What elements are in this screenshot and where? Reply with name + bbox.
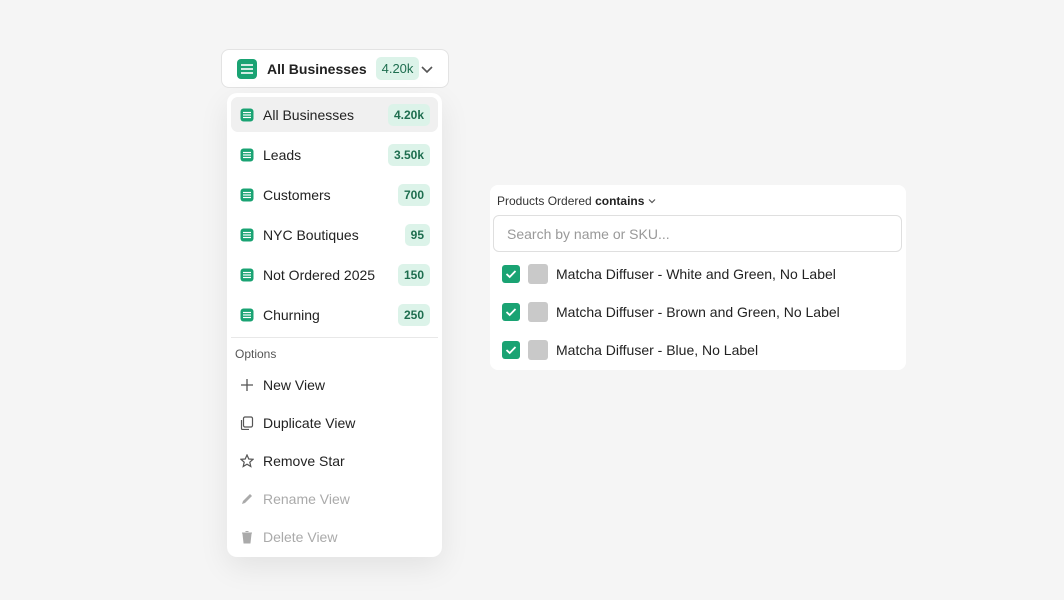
view-name: NYC Boutiques xyxy=(263,226,359,243)
product-item[interactable]: Matcha Diffuser - Blue, No Label xyxy=(502,339,758,361)
filter-operator: contains xyxy=(595,194,645,208)
separator xyxy=(231,337,438,338)
view-item[interactable]: Churning 250 xyxy=(231,297,438,332)
option-label: New View xyxy=(263,376,325,393)
product-label: Matcha Diffuser - Blue, No Label xyxy=(556,342,759,358)
table-icon xyxy=(240,148,254,161)
view-name: Churning xyxy=(263,306,320,323)
view-item[interactable]: All Businesses 4.20k xyxy=(231,97,438,132)
option-label: Delete View xyxy=(263,528,338,545)
product-thumbnail xyxy=(528,302,548,322)
view-name: Leads xyxy=(263,146,302,163)
checkbox[interactable] xyxy=(502,303,520,321)
options-heading: Options xyxy=(235,347,277,361)
product-thumbnail xyxy=(528,340,548,360)
view-item[interactable]: NYC Boutiques 95 xyxy=(231,217,438,252)
filter-field: Products Ordered xyxy=(497,194,592,208)
chevron xyxy=(421,66,433,74)
option-item[interactable]: New View xyxy=(231,367,438,402)
view-selector[interactable]: All Businesses 4.20k xyxy=(221,49,449,88)
table-icon xyxy=(240,228,254,241)
product-label: Matcha Diffuser - White and Green, No La… xyxy=(556,266,836,282)
table-icon xyxy=(240,188,254,201)
selector-count: 4.20k xyxy=(375,57,420,80)
table-icon xyxy=(240,308,254,321)
product-item[interactable]: Matcha Diffuser - White and Green, No La… xyxy=(502,263,836,285)
filter-panel: Products Ordered contains Search by name… xyxy=(490,185,906,370)
view-item[interactable]: Not Ordered 2025 150 xyxy=(231,257,438,292)
option-icon xyxy=(240,453,254,468)
view-count: 3.50k xyxy=(387,143,430,166)
view-name: All Businesses xyxy=(263,106,355,123)
option-label: Rename View xyxy=(263,490,350,507)
table-icon xyxy=(237,58,257,79)
option-item: Rename View xyxy=(231,481,438,516)
table-icon xyxy=(240,268,254,281)
view-count: 4.20k xyxy=(387,103,430,126)
view-count: 95 xyxy=(404,223,430,246)
view-name: Customers xyxy=(263,186,331,203)
option-item[interactable]: Duplicate View xyxy=(231,405,438,440)
product-item[interactable]: Matcha Diffuser - Brown and Green, No La… xyxy=(502,301,840,323)
option-label: Remove Star xyxy=(263,452,345,469)
option-icon xyxy=(240,415,254,430)
view-menu: Options All Businesses 4.20k Leads 3.50k Cus… xyxy=(227,93,442,557)
option-icon xyxy=(242,530,252,543)
option-icon xyxy=(242,493,252,504)
selector-label: All Businesses xyxy=(267,60,367,77)
view-count: 150 xyxy=(397,263,430,286)
option-item: Delete View xyxy=(231,519,438,554)
view-name: Not Ordered 2025 xyxy=(263,266,376,283)
view-item[interactable]: Customers 700 xyxy=(231,177,438,212)
option-label: Duplicate View xyxy=(263,414,356,431)
option-item[interactable]: Remove Star xyxy=(231,443,438,478)
product-thumbnail xyxy=(528,264,548,284)
view-item[interactable]: Leads 3.50k xyxy=(231,137,438,172)
option-icon xyxy=(241,378,253,391)
view-count: 250 xyxy=(397,303,430,326)
checkbox[interactable] xyxy=(502,341,520,359)
view-count: 700 xyxy=(397,183,430,206)
table-icon xyxy=(240,108,254,121)
chevron xyxy=(648,199,656,204)
product-label: Matcha Diffuser - Brown and Green, No La… xyxy=(556,304,840,320)
checkbox[interactable] xyxy=(502,265,520,283)
search-input[interactable]: Search by name or SKU... xyxy=(493,215,902,252)
filter-header[interactable]: Products Ordered contains xyxy=(497,194,656,208)
